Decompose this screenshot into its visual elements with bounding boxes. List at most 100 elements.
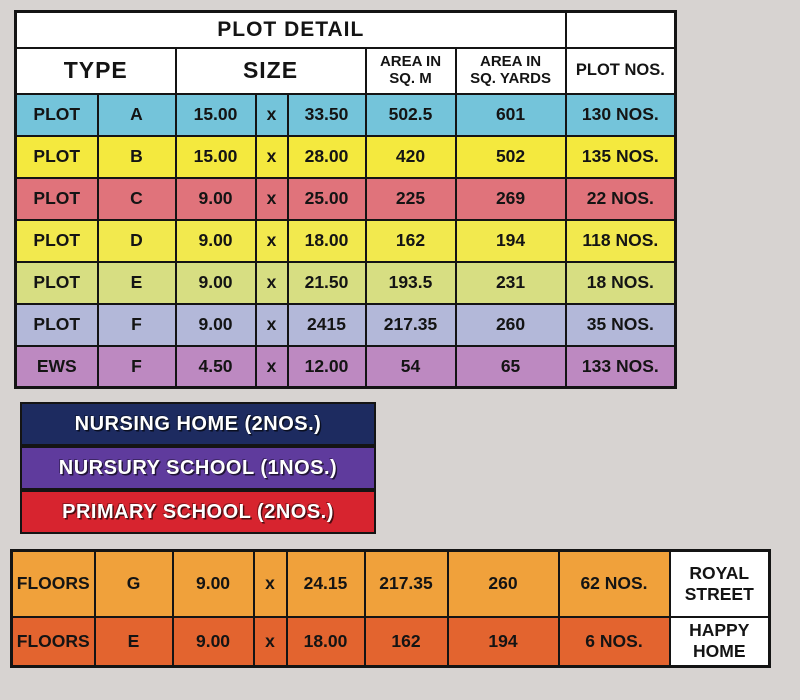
cell-type: E — [93, 615, 174, 668]
cell-length: 12.00 — [286, 344, 367, 389]
table-title-row: PLOT DETAIL — [14, 10, 677, 49]
facility-legend: NURSING HOME (2NOS.) NURSURY SCHOOL (1NO… — [20, 402, 376, 534]
cell-length: 33.50 — [286, 92, 367, 137]
cell-category: EWS — [14, 344, 99, 389]
cell-area-yards: 601 — [454, 92, 567, 137]
cell-category: PLOT — [14, 260, 99, 305]
cell-width: 4.50 — [174, 344, 257, 389]
cell-count: 62 NOS. — [557, 549, 671, 618]
cell-category: PLOT — [14, 92, 99, 137]
cell-width: 15.00 — [174, 134, 257, 179]
cell-area-yards: 65 — [454, 344, 567, 389]
cell-count: 22 NOS. — [564, 176, 677, 221]
table-row-plot-b: PLOT B 15.00 x 28.00 420 502 135 NOS. — [14, 134, 677, 179]
cell-street-name: HAPPY HOME — [668, 615, 771, 668]
facility-label: NURSURY SCHOOL (1NOS.) — [58, 456, 338, 479]
cell-area-yards: 269 — [454, 176, 567, 221]
cell-by: x — [252, 615, 288, 668]
facility-label: NURSING HOME (2NOS.) — [74, 412, 322, 435]
facility-label: PRIMARY SCHOOL (2NOS.) — [62, 500, 334, 523]
cell-count: 35 NOS. — [564, 302, 677, 347]
cell-category: PLOT — [14, 302, 99, 347]
col-header-type: TYPE — [14, 46, 177, 95]
table-row-plot-f: PLOT F 9.00 x 2415 217.35 260 35 NOS. — [14, 302, 677, 347]
cell-type: A — [96, 92, 177, 137]
col-header-area-sqm: AREA IN SQ. M — [364, 46, 457, 95]
cell-by: x — [254, 302, 289, 347]
cell-width: 9.00 — [174, 302, 257, 347]
cell-length: 18.00 — [286, 218, 367, 263]
cell-area-sqm: 217.35 — [363, 549, 449, 618]
page-title: PLOT DETAIL — [14, 10, 567, 49]
col-header-size: SIZE — [174, 46, 367, 95]
corner-empty-cell — [564, 10, 677, 49]
cell-area-sqm: 162 — [364, 218, 457, 263]
floors-table: FLOORS G 9.00 x 24.15 217.35 260 62 NOS.… — [10, 549, 771, 668]
table-row-plot-d: PLOT D 9.00 x 18.00 162 194 118 NOS. — [14, 218, 677, 263]
cell-count: 135 NOS. — [564, 134, 677, 179]
facility-bar-primary-school: PRIMARY SCHOOL (2NOS.) — [20, 490, 376, 534]
cell-type: B — [96, 134, 177, 179]
cell-type: E — [96, 260, 177, 305]
cell-width: 15.00 — [174, 92, 257, 137]
cell-category: FLOORS — [10, 549, 96, 618]
cell-category: PLOT — [14, 176, 99, 221]
cell-length: 21.50 — [286, 260, 367, 305]
cell-width: 9.00 — [171, 615, 255, 668]
cell-area-sqm: 54 — [364, 344, 457, 389]
col-header-area-yards: AREA IN SQ. YARDS — [454, 46, 567, 95]
cell-length: 28.00 — [286, 134, 367, 179]
cell-type: F — [96, 302, 177, 347]
cell-area-sqm: 162 — [363, 615, 449, 668]
cell-length: 24.15 — [285, 549, 366, 618]
cell-category: FLOORS — [10, 615, 96, 668]
cell-width: 9.00 — [174, 260, 257, 305]
table-row-floors-e: FLOORS E 9.00 x 18.00 162 194 6 NOS. HAP… — [10, 615, 771, 668]
cell-street-name: ROYAL STREET — [668, 549, 771, 618]
table-row-plot-e: PLOT E 9.00 x 21.50 193.5 231 18 NOS. — [14, 260, 677, 305]
table-row-floors-g: FLOORS G 9.00 x 24.15 217.35 260 62 NOS.… — [10, 549, 771, 618]
cell-area-sqm: 420 — [364, 134, 457, 179]
cell-width: 9.00 — [174, 218, 257, 263]
cell-by: x — [254, 260, 289, 305]
cell-by: x — [254, 176, 289, 221]
col-header-plot-nos: PLOT NOS. — [564, 46, 677, 95]
cell-width: 9.00 — [171, 549, 255, 618]
table-row-ews-f: EWS F 4.50 x 12.00 54 65 133 NOS. — [14, 344, 677, 389]
cell-area-sqm: 217.35 — [364, 302, 457, 347]
table-row-plot-c: PLOT C 9.00 x 25.00 225 269 22 NOS. — [14, 176, 677, 221]
cell-by: x — [254, 218, 289, 263]
cell-count: 118 NOS. — [564, 218, 677, 263]
cell-type: C — [96, 176, 177, 221]
cell-area-sqm: 225 — [364, 176, 457, 221]
table-header-row: TYPE SIZE AREA IN SQ. M AREA IN SQ. YARD… — [14, 46, 677, 95]
cell-length: 18.00 — [285, 615, 366, 668]
cell-type: D — [96, 218, 177, 263]
cell-area-yards: 194 — [446, 615, 560, 668]
cell-category: PLOT — [14, 218, 99, 263]
cell-by: x — [252, 549, 288, 618]
cell-area-yards: 260 — [454, 302, 567, 347]
cell-area-sqm: 502.5 — [364, 92, 457, 137]
cell-length: 25.00 — [286, 176, 367, 221]
cell-count: 18 NOS. — [564, 260, 677, 305]
cell-count: 130 NOS. — [564, 92, 677, 137]
cell-category: PLOT — [14, 134, 99, 179]
cell-by: x — [254, 344, 289, 389]
cell-area-yards: 231 — [454, 260, 567, 305]
cell-length: 2415 — [286, 302, 367, 347]
cell-type: G — [93, 549, 174, 618]
cell-area-yards: 260 — [446, 549, 560, 618]
cell-by: x — [254, 92, 289, 137]
cell-width: 9.00 — [174, 176, 257, 221]
cell-type: F — [96, 344, 177, 389]
facility-bar-nursery-school: NURSURY SCHOOL (1NOS.) — [20, 446, 376, 490]
facility-bar-nursing-home: NURSING HOME (2NOS.) — [20, 402, 376, 446]
plot-detail-table: PLOT DETAIL TYPE SIZE AREA IN SQ. M AREA… — [14, 10, 678, 389]
cell-by: x — [254, 134, 289, 179]
cell-count: 6 NOS. — [557, 615, 671, 668]
cell-area-yards: 502 — [454, 134, 567, 179]
cell-count: 133 NOS. — [564, 344, 677, 389]
cell-area-sqm: 193.5 — [364, 260, 457, 305]
